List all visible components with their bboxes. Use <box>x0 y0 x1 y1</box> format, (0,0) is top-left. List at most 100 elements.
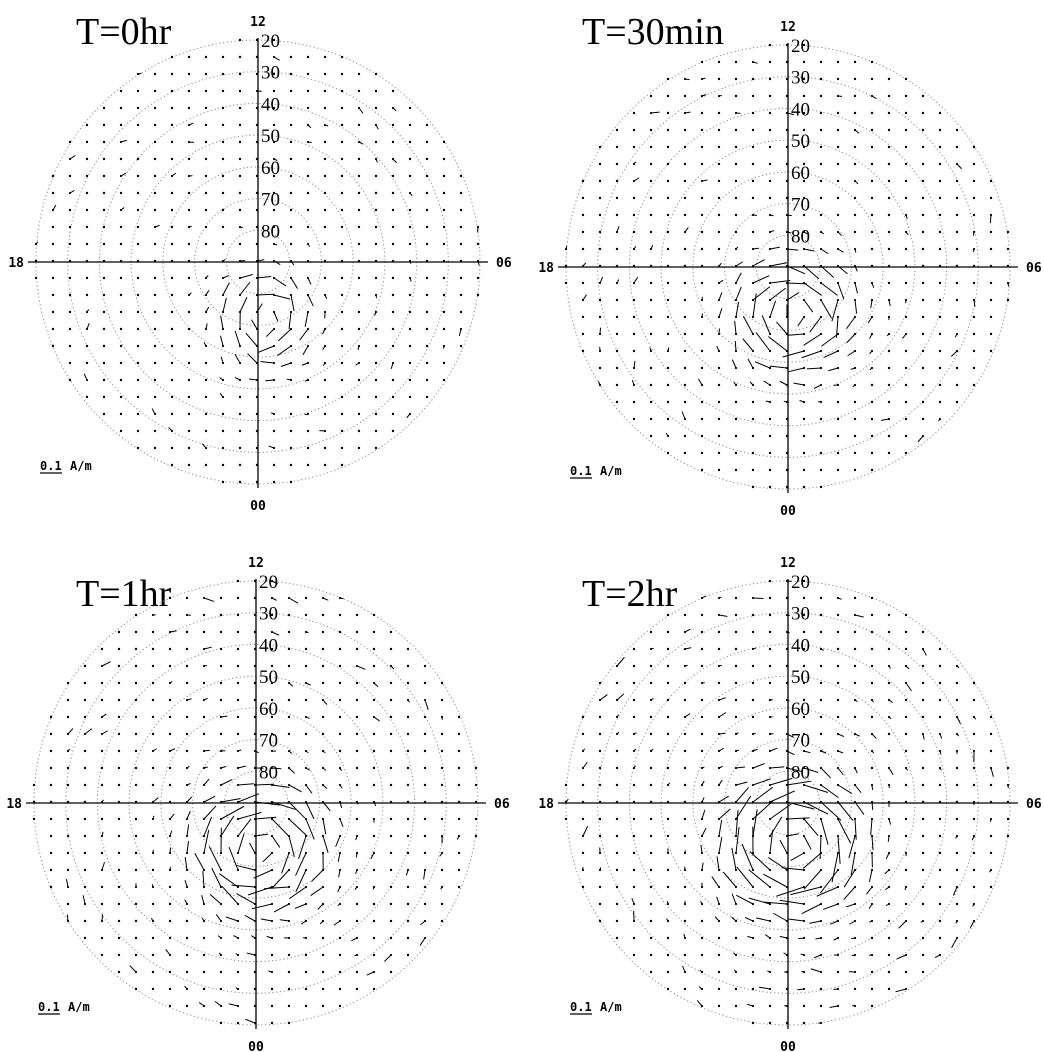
vector-point <box>134 766 138 770</box>
vector-point <box>615 383 619 387</box>
vector-point <box>357 157 361 161</box>
vector-point <box>289 429 293 433</box>
vector-arrow <box>211 868 222 888</box>
vector-point <box>85 123 89 127</box>
vector-point <box>459 276 463 280</box>
vector-point <box>374 446 378 450</box>
vector-arrow <box>769 365 788 369</box>
vector-point <box>751 468 755 472</box>
vector-point <box>442 344 446 348</box>
vector-point <box>819 298 823 302</box>
vector-point <box>117 800 121 804</box>
vector-point <box>870 349 874 353</box>
vector-arrow <box>305 784 313 794</box>
vector-arrow <box>222 282 230 296</box>
vector-arrow <box>288 784 302 793</box>
vector-point <box>802 800 806 804</box>
vector-point <box>717 162 721 166</box>
vector-point <box>836 332 840 336</box>
vector-point <box>102 378 106 382</box>
vector-point <box>102 310 106 314</box>
vector-point <box>615 213 619 217</box>
vector-arrow <box>256 259 265 262</box>
vector-point <box>921 298 925 302</box>
vector-arrow <box>222 297 227 313</box>
vector-point <box>717 1004 721 1008</box>
vector-point <box>185 596 189 600</box>
vector-point <box>355 970 359 974</box>
vector-point <box>442 157 446 161</box>
latitude-label: 30 <box>791 68 810 89</box>
vector-arrow <box>744 917 754 922</box>
vector-point <box>425 157 429 161</box>
vector-point <box>564 817 568 821</box>
vector-arrow <box>582 762 588 769</box>
vector-point <box>853 298 857 302</box>
vector-point <box>391 361 395 365</box>
vector-point <box>304 902 308 906</box>
vector-arrow <box>616 693 625 701</box>
vector-arrow <box>305 818 315 840</box>
vector-point <box>219 698 223 702</box>
vector-point <box>904 145 908 149</box>
vector-point <box>236 902 240 906</box>
vector-point <box>51 208 55 212</box>
vector-point <box>887 868 891 872</box>
vector-arrow <box>288 597 299 604</box>
vector-point <box>289 208 293 212</box>
vector-point <box>289 446 293 450</box>
vector-point <box>853 179 857 183</box>
vector-point <box>219 902 223 906</box>
vector-point <box>304 766 308 770</box>
vector-point <box>357 378 361 382</box>
vector-arrow <box>758 986 771 990</box>
vector-point <box>717 383 721 387</box>
vector-point <box>168 596 172 600</box>
vector-point <box>632 298 636 302</box>
vector-point <box>853 749 857 753</box>
vector-point <box>357 446 361 450</box>
vector-point <box>170 327 174 331</box>
vector-point <box>632 902 636 906</box>
vector-point <box>853 681 857 685</box>
vector-arrow <box>101 661 111 667</box>
vector-arrow <box>650 111 660 114</box>
vector-arrow <box>237 818 252 837</box>
vector-point <box>151 749 155 753</box>
vector-arrow <box>847 350 856 356</box>
vector-point <box>649 434 653 438</box>
vector-point <box>372 936 376 940</box>
vector-point <box>287 885 291 889</box>
vector-point <box>204 123 208 127</box>
vector-point <box>100 885 104 889</box>
vector-point <box>836 196 840 200</box>
vector-arrow <box>731 847 737 871</box>
vector-arrow <box>989 214 992 224</box>
vector-point <box>119 140 123 144</box>
vector-point <box>270 953 274 957</box>
vector-point <box>581 230 585 234</box>
vector-point <box>423 766 427 770</box>
vector-point <box>372 970 376 974</box>
vector-point <box>938 868 942 872</box>
vector-arrow <box>743 316 754 335</box>
vector-arrow <box>186 841 189 854</box>
vector-point <box>734 868 738 872</box>
vector-point <box>717 732 721 736</box>
vector-point <box>785 485 789 489</box>
vector-arrow <box>718 292 723 301</box>
vector-point <box>440 783 444 787</box>
vector-point <box>202 885 206 889</box>
vector-point <box>870 970 874 974</box>
vector-point <box>870 128 874 132</box>
vector-arrow <box>898 920 907 929</box>
vector-point <box>632 213 636 217</box>
vector-point <box>68 293 72 297</box>
vector-point <box>972 179 976 183</box>
vector-point <box>955 766 959 770</box>
vector-point <box>649 417 653 421</box>
vector-point <box>649 834 653 838</box>
vector-point <box>666 145 670 149</box>
vector-point <box>683 298 687 302</box>
